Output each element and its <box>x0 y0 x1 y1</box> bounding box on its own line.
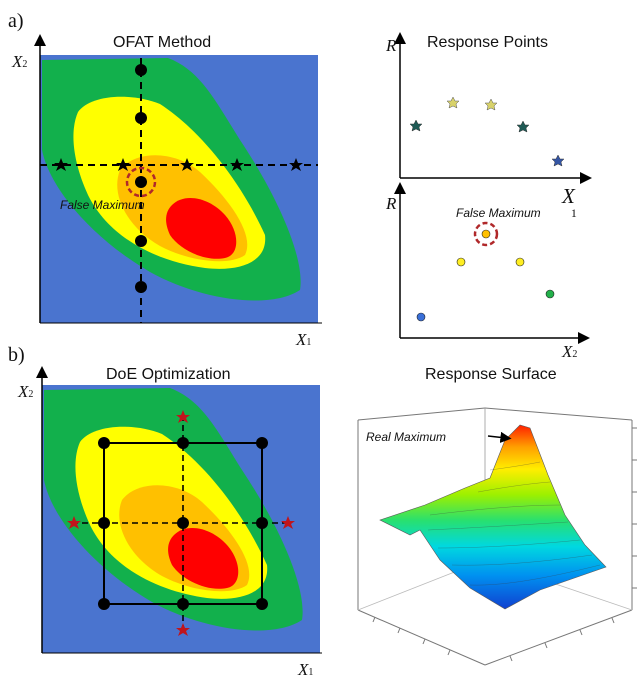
design-point <box>98 437 110 449</box>
star-icon <box>409 119 423 132</box>
ofat-false-maximum-label: False Maximum <box>60 198 145 212</box>
doe-title: DoE Optimization <box>106 366 231 383</box>
response-point <box>416 312 426 322</box>
star-icon <box>176 623 190 636</box>
star-icon <box>289 158 303 171</box>
ofat-x-axis-label: X1 <box>296 330 312 349</box>
design-point <box>177 437 189 449</box>
response-points-title: Response Points <box>427 34 548 51</box>
false-maximum-circle <box>125 166 157 198</box>
red-contour <box>166 197 237 259</box>
rp-bottom-x-label: X2 <box>562 342 578 361</box>
doe-axial-stars <box>67 410 295 636</box>
ofat-y-axis-label: X2 <box>12 52 28 71</box>
star-icon <box>484 98 498 111</box>
panel-b-label: b) <box>8 344 25 366</box>
star-icon <box>230 158 244 171</box>
rp-false-maximum-label: False Maximum <box>456 206 541 220</box>
surface-ticks <box>372 427 637 662</box>
design-point <box>256 598 268 610</box>
ofat-point <box>135 235 147 247</box>
response-point <box>456 257 466 267</box>
star-icon <box>54 158 68 171</box>
ofat-title: OFAT Method <box>113 34 212 51</box>
red-contour <box>168 527 239 589</box>
response-surface <box>379 424 607 610</box>
doe-contour-plot <box>36 366 322 654</box>
response-point <box>481 229 491 239</box>
design-point <box>256 517 268 529</box>
ofat-point <box>135 176 147 188</box>
ofat-point <box>135 64 147 76</box>
doe-y-axis-label: X2 <box>18 382 34 401</box>
box-edge <box>357 609 486 666</box>
real-maximum-label: Real Maximum <box>366 430 447 444</box>
star-icon <box>116 158 130 171</box>
response-points-top <box>394 32 592 184</box>
response-surface-title: Response Surface <box>425 366 557 383</box>
rp-bottom-r-label: R <box>386 194 397 213</box>
response-points-bottom <box>394 182 590 344</box>
doe-design-points <box>98 437 268 610</box>
ofat-point <box>135 112 147 124</box>
rp-top-x-label: X1 <box>562 184 577 220</box>
star-icon <box>551 154 565 167</box>
real-maximum-arrow <box>487 431 512 443</box>
star-icon <box>67 516 81 529</box>
star-icon <box>180 158 194 171</box>
rp-top-r-label: R <box>386 36 397 55</box>
response-point <box>515 257 525 267</box>
star-icon <box>281 516 295 529</box>
star-icon <box>446 96 460 109</box>
design-point <box>98 598 110 610</box>
star-icon <box>516 120 530 133</box>
design-point <box>177 517 189 529</box>
ofat-star-points <box>54 158 303 171</box>
panel-a-label: a) <box>8 10 24 32</box>
ofat-point <box>135 281 147 293</box>
response-point <box>545 289 555 299</box>
response-surface-plot <box>357 407 637 666</box>
surface-contour-lines <box>427 461 601 586</box>
false-maximum-circle <box>473 221 499 247</box>
box-edge <box>357 407 486 421</box>
design-point <box>98 517 110 529</box>
ofat-contour-plot <box>34 34 322 324</box>
design-point <box>256 437 268 449</box>
box-edge <box>484 407 633 421</box>
star-icon <box>176 410 190 423</box>
design-point <box>177 598 189 610</box>
doe-x-axis-label: X1 <box>298 660 314 679</box>
box-edge <box>484 609 633 666</box>
